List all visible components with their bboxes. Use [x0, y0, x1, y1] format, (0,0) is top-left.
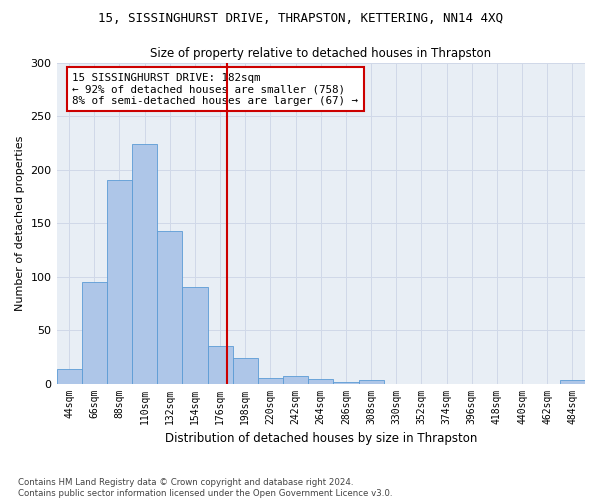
Bar: [560, 380, 585, 384]
Bar: [182, 288, 208, 384]
Bar: [359, 380, 383, 384]
Bar: [208, 346, 233, 384]
Bar: [308, 380, 334, 384]
Bar: [82, 282, 107, 384]
Bar: [132, 144, 157, 384]
Bar: [233, 358, 258, 384]
Bar: [334, 382, 359, 384]
Y-axis label: Number of detached properties: Number of detached properties: [15, 136, 25, 311]
Text: Contains HM Land Registry data © Crown copyright and database right 2024.
Contai: Contains HM Land Registry data © Crown c…: [18, 478, 392, 498]
Bar: [258, 378, 283, 384]
Text: 15, SISSINGHURST DRIVE, THRAPSTON, KETTERING, NN14 4XQ: 15, SISSINGHURST DRIVE, THRAPSTON, KETTE…: [97, 12, 503, 26]
Bar: [107, 180, 132, 384]
Bar: [283, 376, 308, 384]
Bar: [157, 231, 182, 384]
Title: Size of property relative to detached houses in Thrapston: Size of property relative to detached ho…: [150, 48, 491, 60]
Text: 15 SISSINGHURST DRIVE: 182sqm
← 92% of detached houses are smaller (758)
8% of s: 15 SISSINGHURST DRIVE: 182sqm ← 92% of d…: [73, 72, 358, 106]
X-axis label: Distribution of detached houses by size in Thrapston: Distribution of detached houses by size …: [164, 432, 477, 445]
Bar: [56, 368, 82, 384]
